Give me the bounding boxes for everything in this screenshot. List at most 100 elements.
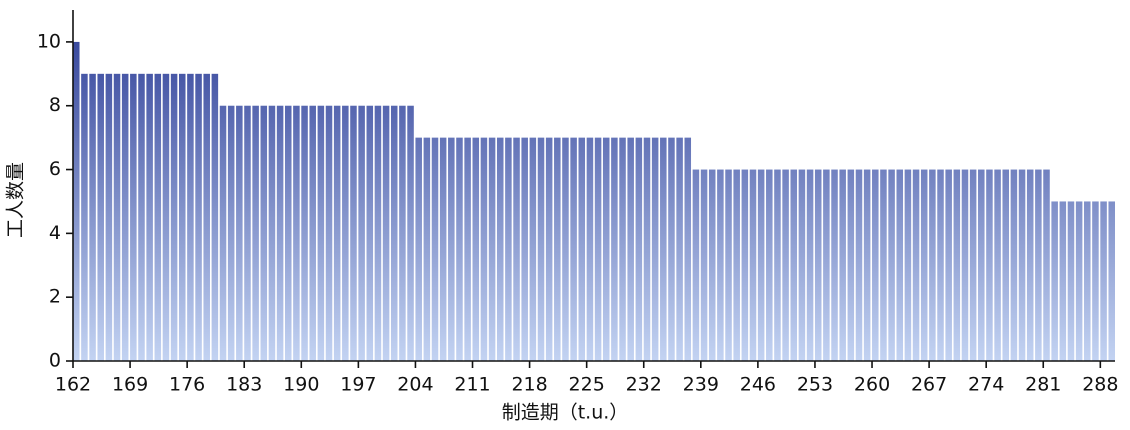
bar bbox=[505, 137, 512, 361]
bar bbox=[562, 137, 569, 361]
y-tick-label: 2 bbox=[49, 286, 61, 308]
bar bbox=[244, 105, 251, 362]
bar bbox=[782, 169, 789, 361]
bar bbox=[358, 105, 365, 362]
bar bbox=[399, 105, 406, 362]
bar bbox=[937, 169, 944, 361]
bar bbox=[154, 73, 162, 362]
bar bbox=[570, 137, 577, 361]
bar bbox=[554, 137, 561, 361]
bar bbox=[456, 137, 463, 361]
bar bbox=[513, 137, 520, 361]
bar bbox=[766, 169, 773, 361]
x-tick-label: 232 bbox=[626, 374, 662, 396]
x-tick-label: 218 bbox=[511, 374, 547, 396]
bar bbox=[138, 73, 145, 362]
bar bbox=[81, 73, 88, 362]
bar bbox=[969, 169, 977, 361]
bar bbox=[545, 137, 553, 361]
bar bbox=[268, 105, 276, 362]
bar bbox=[611, 137, 618, 361]
x-tick-label: 162 bbox=[55, 374, 91, 396]
bar bbox=[211, 73, 219, 362]
bar bbox=[1100, 201, 1107, 361]
bar bbox=[896, 169, 904, 361]
bar bbox=[170, 73, 178, 362]
x-tick-label: 197 bbox=[340, 374, 376, 396]
bar bbox=[692, 169, 700, 361]
x-tick-label: 225 bbox=[569, 374, 605, 396]
bar bbox=[1092, 201, 1099, 361]
y-tick-label: 6 bbox=[49, 158, 61, 180]
bar bbox=[407, 105, 414, 362]
bar bbox=[635, 137, 643, 361]
bar bbox=[1051, 201, 1058, 361]
x-tick-label: 274 bbox=[968, 374, 1004, 396]
x-tick-label: 176 bbox=[169, 374, 205, 396]
bar bbox=[252, 105, 259, 362]
x-tick-label: 253 bbox=[797, 374, 833, 396]
x-tick-label: 267 bbox=[911, 374, 947, 396]
bar bbox=[187, 73, 194, 362]
bar bbox=[725, 169, 732, 361]
bar bbox=[1010, 169, 1018, 361]
y-tick-label: 4 bbox=[49, 222, 61, 244]
bar bbox=[578, 137, 586, 361]
bar bbox=[863, 169, 871, 361]
bar bbox=[660, 137, 667, 361]
x-axis-label: 制造期（t.u.） bbox=[502, 402, 629, 424]
bar bbox=[839, 169, 846, 361]
bar bbox=[105, 73, 113, 362]
bar bbox=[439, 137, 447, 361]
bar bbox=[73, 41, 80, 362]
x-tick-label: 260 bbox=[854, 374, 890, 396]
bar bbox=[774, 169, 781, 361]
bar bbox=[382, 105, 390, 362]
bar bbox=[236, 105, 243, 362]
bar bbox=[684, 137, 692, 361]
x-tick-label: 288 bbox=[1082, 374, 1118, 396]
bar bbox=[953, 169, 961, 361]
bar bbox=[945, 169, 952, 361]
bar bbox=[741, 169, 749, 361]
bars bbox=[73, 41, 1115, 362]
bar bbox=[146, 73, 153, 362]
bar bbox=[97, 73, 104, 362]
x-tick-label: 239 bbox=[683, 374, 719, 396]
bar bbox=[260, 105, 268, 362]
bar bbox=[537, 137, 545, 361]
y-axis-label: 工人数量 bbox=[5, 162, 27, 238]
bar bbox=[423, 137, 431, 361]
bar bbox=[162, 73, 170, 362]
bar bbox=[366, 105, 374, 362]
bar bbox=[333, 105, 341, 362]
bar bbox=[431, 137, 439, 361]
bar bbox=[994, 169, 1001, 361]
y-tick-label: 0 bbox=[49, 350, 61, 372]
bar bbox=[488, 137, 496, 361]
bar bbox=[643, 137, 651, 361]
bar bbox=[1026, 169, 1034, 361]
bar bbox=[284, 105, 292, 362]
bar bbox=[880, 169, 887, 361]
bar bbox=[227, 105, 235, 362]
bar bbox=[374, 105, 382, 362]
bar bbox=[929, 169, 936, 361]
bar bbox=[594, 137, 602, 361]
bar bbox=[757, 169, 765, 361]
bar bbox=[806, 169, 814, 361]
x-tick-label: 281 bbox=[1025, 374, 1061, 396]
bar bbox=[130, 73, 137, 362]
bar bbox=[496, 137, 504, 361]
bar bbox=[978, 169, 985, 361]
bar bbox=[480, 137, 488, 361]
bar bbox=[627, 137, 634, 361]
bar bbox=[749, 169, 757, 361]
bar bbox=[961, 169, 969, 361]
bar bbox=[700, 169, 708, 361]
bar bbox=[676, 137, 683, 361]
bar bbox=[301, 105, 308, 362]
bar bbox=[986, 169, 993, 361]
bar bbox=[872, 169, 879, 361]
